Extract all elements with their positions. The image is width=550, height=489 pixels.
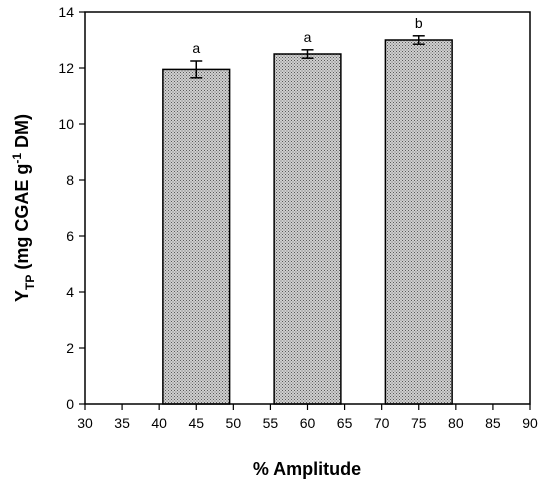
x-tick-label: 45 [188,415,204,431]
y-axis-title-sup: -1 [10,153,24,164]
x-tick-label: 40 [151,415,167,431]
bars-group [162,39,453,405]
y-axis-title-sub: TP [23,275,37,290]
y-axis-title-text2: DM) [12,114,32,153]
x-tick-label: 75 [411,415,427,431]
error-bar-60 [301,49,314,59]
y-tick-label: 6 [66,228,74,244]
y-tick-label: 10 [58,116,74,132]
error-bar-75 [412,35,425,45]
x-tick-label: 70 [374,415,390,431]
y-tick-label: 14 [58,4,74,20]
x-axis-ticks: 30 35 40 45 50 55 60 65 70 75 80 85 90 [77,404,538,431]
x-tick-label: 60 [300,415,316,431]
x-tick-label: 50 [226,415,242,431]
y-tick-label: 4 [66,284,74,300]
y-axis-title-main: Y [12,290,32,302]
y-axis-title-text1: (mg CGAE g [12,164,32,275]
x-tick-label: 80 [448,415,464,431]
y-tick-label: 8 [66,172,74,188]
x-tick-label: 55 [263,415,279,431]
y-axis-title: YTP (mg CGAE g-1 DM) [10,114,37,302]
bar-labels-group: a a b [192,15,423,56]
error-bars-group [190,35,425,79]
x-tick-label: 35 [114,415,130,431]
y-tick-label: 2 [66,340,74,356]
significance-label-60: a [304,29,312,45]
bar-75 [384,39,453,405]
x-tick-label: 90 [522,415,538,431]
y-axis-ticks: 0 2 4 6 8 10 12 14 [58,4,85,412]
y-tick-label: 12 [58,60,74,76]
bar-45 [162,68,231,405]
x-tick-label: 30 [77,415,93,431]
significance-label-45: a [192,40,200,56]
x-tick-label: 65 [337,415,353,431]
bar-60 [273,53,342,405]
x-tick-label: 85 [485,415,501,431]
x-axis-title: % Amplitude [253,459,361,479]
y-tick-label: 0 [66,396,74,412]
error-bar-45 [190,60,203,79]
significance-label-75: b [415,15,423,31]
